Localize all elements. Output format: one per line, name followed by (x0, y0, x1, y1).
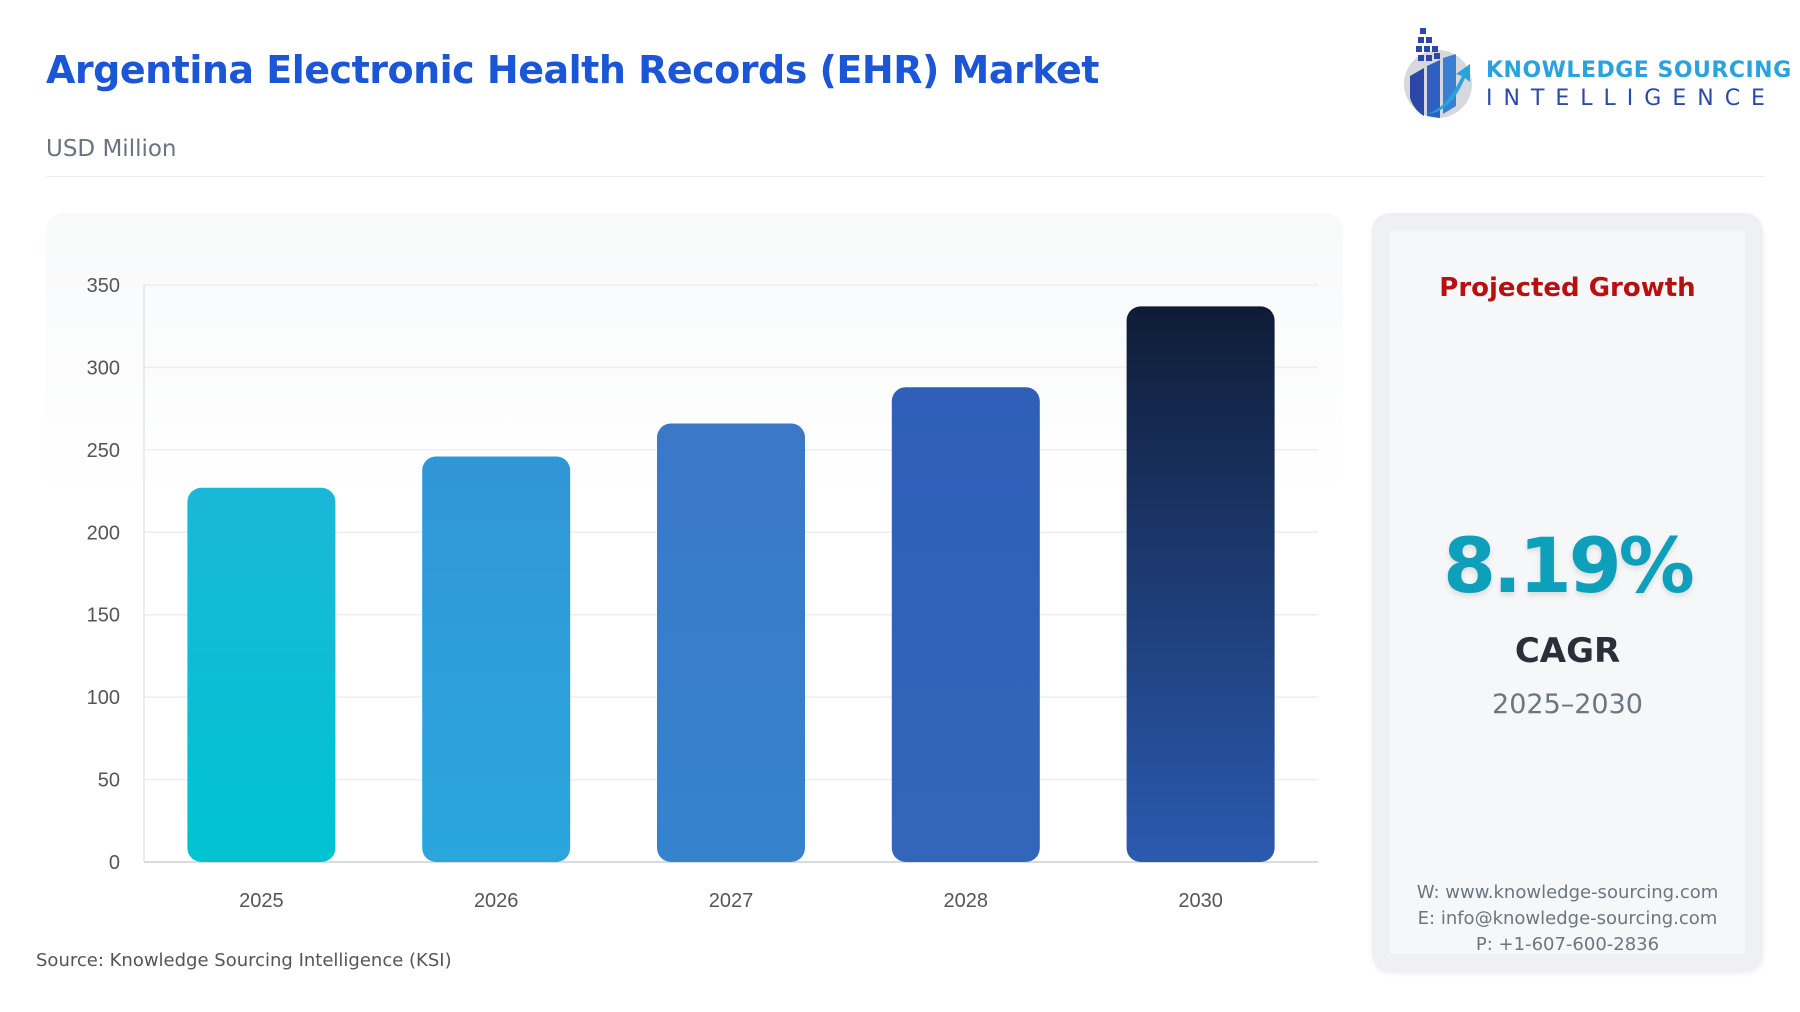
contact-email[interactable]: E: info@knowledge-sourcing.com (1417, 908, 1718, 929)
growth-card: Projected Growth 8.19% CAGR 2025–2030 W:… (1372, 213, 1763, 972)
x-tick-label: 2030 (1178, 890, 1223, 912)
projected-growth-heading: Projected Growth (1439, 273, 1696, 303)
chart-card: 0 50 100 150 200 250 300 350 2025 2026 2027 2028 20… (46, 213, 1343, 933)
logo-text-line2: INTELLIGENCE (1486, 86, 1776, 111)
bar-2026[interactable] (422, 456, 571, 862)
unit-subtitle: USD Million (46, 136, 177, 162)
x-tick-label: 2026 (474, 890, 519, 912)
x-tick-label: 2028 (944, 890, 989, 912)
x-tick-label: 2025 (239, 890, 284, 912)
logo: KNOWLEDGE SOURCING INTELLIGENCE (1400, 26, 1791, 122)
y-tick-label: 200 (87, 522, 120, 544)
source-note: Source: Knowledge Sourcing Intelligence … (36, 950, 452, 971)
y-tick-label: 350 (87, 275, 120, 297)
bar-2025[interactable] (187, 487, 336, 862)
bar-chart: 0 50 100 150 200 250 300 350 2025 2026 2027 2028 20… (87, 275, 1318, 912)
x-tick-label: 2027 (709, 890, 754, 912)
contact-website[interactable]: W: www.knowledge-sourcing.com (1416, 882, 1719, 903)
cagr-period: 2025–2030 (1492, 689, 1643, 720)
y-tick-label: 100 (87, 687, 120, 709)
y-tick-label: 250 (87, 440, 120, 462)
bar-2028[interactable] (891, 387, 1040, 862)
cagr-value: 8.19% (1443, 521, 1695, 610)
page-title: Argentina Electronic Health Records (EHR… (46, 48, 1099, 92)
bar-2027[interactable] (657, 423, 805, 862)
logo-text-line1: KNOWLEDGE SOURCING (1486, 58, 1792, 83)
divider (46, 176, 1764, 177)
contact-phone: P: +1-607-600-2836 (1475, 934, 1660, 955)
y-tick-label: 0 (109, 852, 120, 874)
bar-2030[interactable] (1126, 306, 1275, 863)
y-tick-label: 150 (87, 605, 120, 627)
y-tick-label: 300 (87, 357, 120, 379)
logo-icon (1404, 28, 1472, 118)
y-tick-label: 50 (98, 770, 120, 792)
cagr-label: CAGR (1514, 631, 1621, 671)
